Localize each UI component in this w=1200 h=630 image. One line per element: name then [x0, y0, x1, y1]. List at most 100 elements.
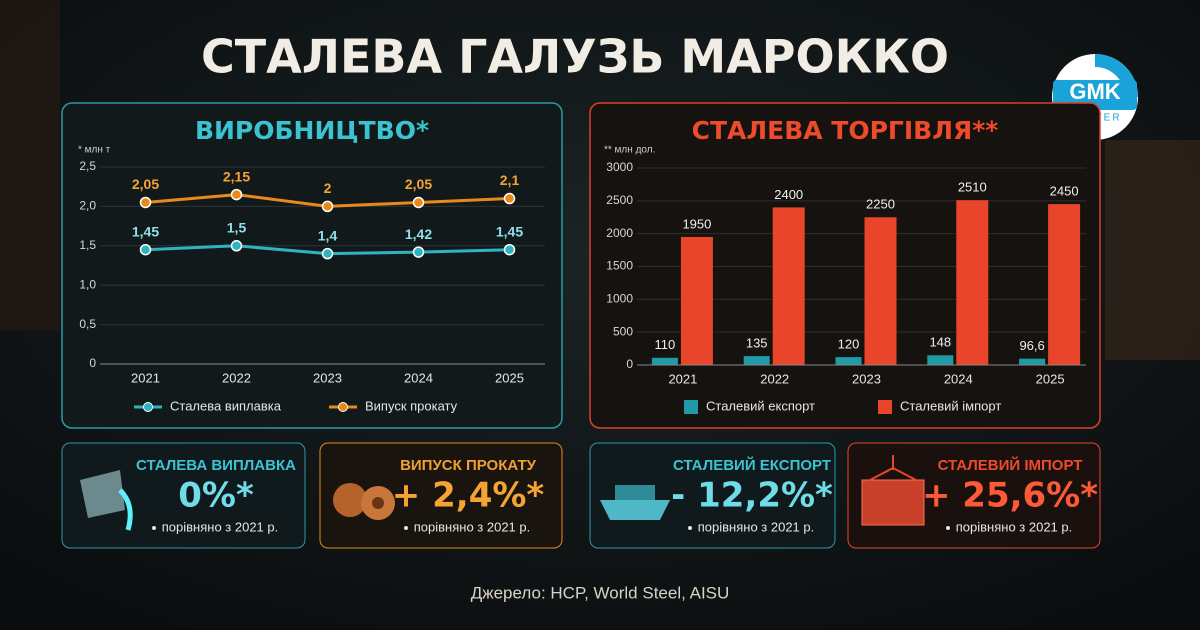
- value-label: 148: [929, 335, 951, 350]
- pour-icon: [118, 488, 133, 531]
- ship-icon: [600, 500, 670, 520]
- y-tick-label: 0,5: [79, 317, 96, 331]
- coil-icon: [372, 497, 384, 509]
- x-tick-label: 2024: [944, 371, 973, 386]
- value-label: 1,5: [227, 220, 247, 236]
- x-tick-label: 2023: [852, 371, 881, 386]
- left-scene: [0, 0, 60, 330]
- y-tick-label: 1,0: [79, 277, 96, 291]
- y-tick-label: 0: [626, 357, 633, 371]
- value-label: 96,6: [1019, 338, 1044, 353]
- card-title: СТАЛЕВА ВИПЛАВКА: [136, 457, 296, 474]
- y-tick-label: 2000: [606, 226, 633, 240]
- value-label: 2,05: [132, 176, 159, 192]
- x-tick-label: 2024: [404, 370, 433, 385]
- point: [412, 246, 425, 258]
- value-label: 120: [838, 337, 860, 352]
- value-label: 2,05: [405, 176, 432, 192]
- bullet: [688, 526, 692, 530]
- legend-label: Сталева виплавка: [170, 398, 282, 413]
- container-icon: [861, 479, 925, 526]
- x-tick-label: 2022: [760, 371, 789, 386]
- source: Джерело: HCP, World Steel, AISU: [471, 583, 730, 602]
- y-tick-label: 3000: [606, 160, 633, 174]
- main-title: СТАЛЕВА ГАЛУЗЬ МАРОККО: [201, 30, 949, 84]
- bar: [680, 236, 713, 365]
- bar: [835, 357, 862, 365]
- card-note: порівняно з 2021 р.: [698, 519, 814, 534]
- legend-label: Сталевий імпорт: [900, 398, 1001, 413]
- card-note: порівняно з 2021 р.: [414, 519, 530, 534]
- crane-icon: [869, 455, 917, 481]
- card: [61, 442, 306, 549]
- point: [230, 240, 243, 252]
- bar: [743, 356, 770, 365]
- bullet: [946, 526, 950, 530]
- bar: [1019, 358, 1046, 365]
- logo-top: GMK: [1069, 79, 1120, 104]
- point: [139, 196, 152, 209]
- y-tick-label: 1000: [606, 292, 633, 306]
- x-tick-label: 2023: [313, 370, 342, 385]
- card-title: ВИПУСК ПРОКАТУ: [400, 457, 537, 474]
- legend-swatch: [684, 400, 698, 414]
- value-label: 2250: [866, 197, 895, 212]
- value-label: 2400: [774, 187, 803, 202]
- x-tick-label: 2021: [668, 371, 697, 386]
- value-label: 2: [324, 180, 332, 196]
- legend-swatch: [338, 402, 348, 412]
- trade-panel: [589, 102, 1101, 429]
- card-value: + 2,4%*: [392, 476, 545, 516]
- point: [321, 247, 334, 260]
- legend-label: Сталевий експорт: [706, 398, 815, 413]
- card-value: + 25,6%*: [922, 476, 1098, 516]
- y-tick-label: 2,0: [79, 199, 96, 213]
- bar: [1048, 204, 1081, 365]
- x-tick-label: 2022: [222, 370, 251, 385]
- bar: [772, 207, 805, 365]
- y-tick-label: 1,5: [79, 238, 96, 252]
- production-panel: [61, 102, 563, 429]
- card-note: порівняно з 2021 р.: [162, 519, 278, 534]
- value-label: 1,4: [318, 227, 338, 243]
- ship-icon: [615, 485, 655, 500]
- x-tick-label: 2025: [495, 370, 524, 385]
- ladle-icon: [80, 470, 125, 518]
- x-tick-label: 2021: [131, 370, 160, 385]
- card-title: СТАЛЕВИЙ ЕКСПОРТ: [673, 456, 831, 474]
- value-label: 1,45: [496, 223, 523, 239]
- card-value: 0%*: [178, 476, 254, 516]
- point: [503, 192, 516, 205]
- value-label: 2450: [1050, 184, 1079, 199]
- legend-swatch: [143, 402, 153, 412]
- y-tick-label: 500: [613, 324, 633, 338]
- bar: [927, 355, 954, 365]
- cards: [61, 442, 1101, 549]
- card-title: СТАЛЕВИЙ ІМПОРТ: [938, 456, 1083, 474]
- y-tick-label: 2500: [606, 193, 633, 207]
- point: [230, 188, 243, 201]
- card: [319, 442, 563, 549]
- y-axis-label: * млн т: [78, 145, 111, 156]
- y-axis-label: ** млн дол.: [604, 145, 655, 156]
- coil-icon: [333, 483, 367, 517]
- bar: [956, 200, 989, 365]
- bullet: [404, 526, 408, 530]
- point: [321, 200, 334, 213]
- right-scene: [1105, 140, 1200, 360]
- point: [503, 243, 516, 256]
- card: [589, 442, 836, 549]
- value-label: 2,15: [223, 168, 250, 184]
- value-label: 135: [746, 336, 768, 351]
- chart-title: СТАЛЕВА ТОРГІВЛЯ**: [692, 116, 999, 145]
- value-label: 1950: [682, 216, 711, 231]
- bar: [651, 357, 678, 365]
- value-label: 110: [655, 337, 676, 352]
- point: [139, 243, 152, 256]
- card-value: - 12,2%*: [671, 476, 833, 516]
- y-tick-label: 0: [89, 356, 96, 370]
- point: [412, 196, 425, 209]
- value-label: 1,45: [132, 223, 159, 239]
- x-tick-label: 2025: [1036, 371, 1065, 386]
